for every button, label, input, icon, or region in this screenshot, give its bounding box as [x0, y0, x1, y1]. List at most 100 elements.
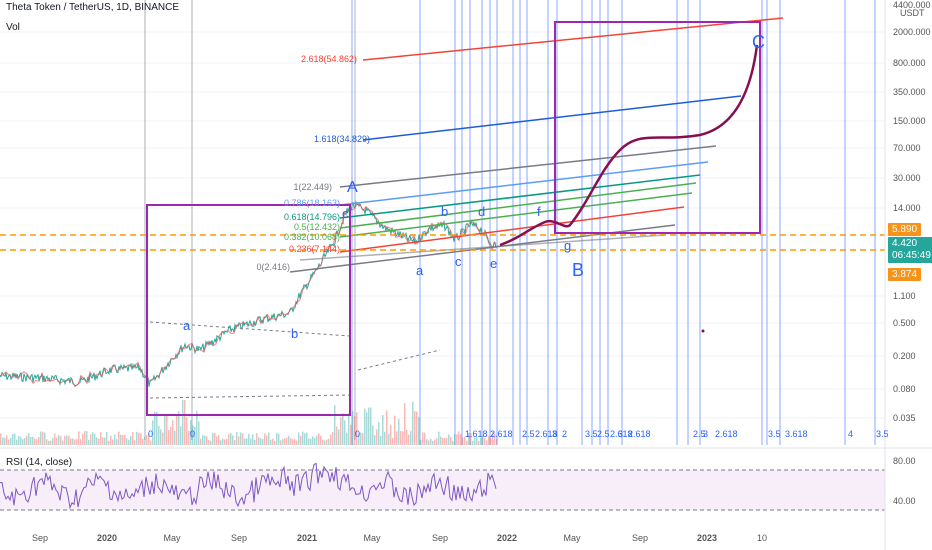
volume-bar — [42, 431, 44, 445]
volume-bar — [22, 439, 24, 445]
volume-bar — [44, 432, 46, 445]
volume-bar — [8, 439, 10, 445]
time-extension-label: 3 — [552, 429, 557, 439]
volume-bar — [462, 437, 464, 445]
volume-bar — [444, 437, 446, 445]
volume-bar — [226, 438, 228, 445]
volume-bar — [106, 431, 108, 445]
volume-bar — [394, 415, 396, 445]
volume-bar — [274, 440, 276, 445]
volume-bar — [262, 439, 264, 445]
volume-bar — [342, 413, 344, 445]
volume-bar — [410, 430, 412, 445]
volume-bar — [280, 440, 282, 445]
x-tick-label: 10 — [757, 533, 767, 543]
volume-bar — [68, 435, 70, 445]
volume-bar — [404, 403, 406, 445]
wave-label: a — [416, 263, 424, 278]
volume-bar — [190, 420, 192, 445]
volume-bar — [170, 426, 172, 445]
volume-bar — [52, 438, 54, 445]
time-extension-label: 2.5 — [597, 429, 610, 439]
volume-bar — [18, 435, 20, 445]
volume-bar — [438, 431, 440, 445]
volume-bar — [456, 434, 458, 445]
volume-bar — [40, 431, 42, 445]
time-extension-label: 3.5 — [876, 429, 889, 439]
y-tick-label: 2000.000 — [893, 27, 931, 37]
volume-bar — [128, 439, 130, 445]
volume-bar — [46, 439, 48, 445]
volume-bar — [286, 437, 288, 445]
volume-bar — [180, 426, 182, 445]
volume-bar — [352, 411, 354, 445]
countdown-timer: 06:45:49 — [892, 250, 931, 261]
volume-bar — [32, 436, 34, 445]
rsi-lower-tick: 40.00 — [893, 496, 916, 506]
volume-bar — [234, 439, 236, 445]
volume-bar — [420, 439, 422, 445]
volume-bar — [376, 429, 378, 445]
volume-bar — [174, 430, 176, 445]
volume-bar — [412, 401, 414, 445]
volume-bars — [0, 400, 498, 445]
wave-label: f — [537, 204, 541, 219]
volume-bar — [484, 437, 486, 445]
upper-price-badge: 5.890 — [888, 223, 922, 236]
volume-bar — [216, 436, 218, 445]
volume-bar — [306, 432, 308, 445]
volume-bar — [392, 437, 394, 445]
wave-label: a — [183, 318, 191, 333]
volume-bar — [414, 411, 416, 445]
volume-bar — [224, 439, 226, 445]
volume-bar — [478, 440, 480, 445]
volume-bar — [390, 425, 392, 445]
volume-bar — [362, 433, 364, 445]
volume-bar — [466, 440, 468, 445]
volume-bar — [92, 432, 94, 445]
volume-bar — [202, 435, 204, 445]
volume-bar — [348, 412, 350, 445]
volume-bar — [468, 433, 470, 445]
wave-label: C — [752, 32, 765, 52]
time-extension-label: 1.618 — [465, 429, 488, 439]
volume-bar — [330, 434, 332, 445]
volume-bar — [62, 440, 64, 445]
volume-bar — [120, 434, 122, 445]
volume-bar — [16, 439, 18, 445]
volume-bar — [470, 432, 472, 445]
volume-bar — [0, 433, 2, 445]
volume-bar — [494, 433, 496, 445]
volume-bar — [452, 440, 454, 445]
volume-bar — [164, 415, 166, 445]
volume-bar — [424, 432, 426, 445]
volume-bar — [110, 435, 112, 445]
time-extension-label: 3 — [703, 429, 708, 439]
volume-bar — [486, 440, 488, 445]
volume-bar — [66, 435, 68, 445]
wave-label: d — [478, 204, 485, 219]
time-extension-label: 2.618 — [715, 429, 738, 439]
volume-bar — [84, 431, 86, 445]
volume-bar — [356, 412, 358, 445]
volume-bar — [166, 415, 168, 445]
time-extension-label: 3.5 — [768, 429, 781, 439]
volume-bar — [364, 408, 366, 445]
volume-bar — [338, 429, 340, 445]
volume-bar — [168, 430, 170, 445]
volume-bar — [12, 433, 14, 445]
wave-label: g — [564, 238, 571, 253]
volume-bar — [204, 435, 206, 445]
volume-bar — [296, 440, 298, 445]
volume-bar — [264, 433, 266, 445]
current-price-badge: 4.420 06:45:49 — [888, 237, 932, 263]
volume-bar — [244, 438, 246, 445]
volume-bar — [70, 438, 72, 445]
volume-bar — [248, 433, 250, 445]
y-tick-label: 30.000 — [893, 173, 921, 183]
volume-bar — [102, 437, 104, 445]
volume-bar — [86, 431, 88, 445]
time-extension-label: 0 — [148, 429, 153, 439]
volume-bar — [360, 432, 362, 445]
